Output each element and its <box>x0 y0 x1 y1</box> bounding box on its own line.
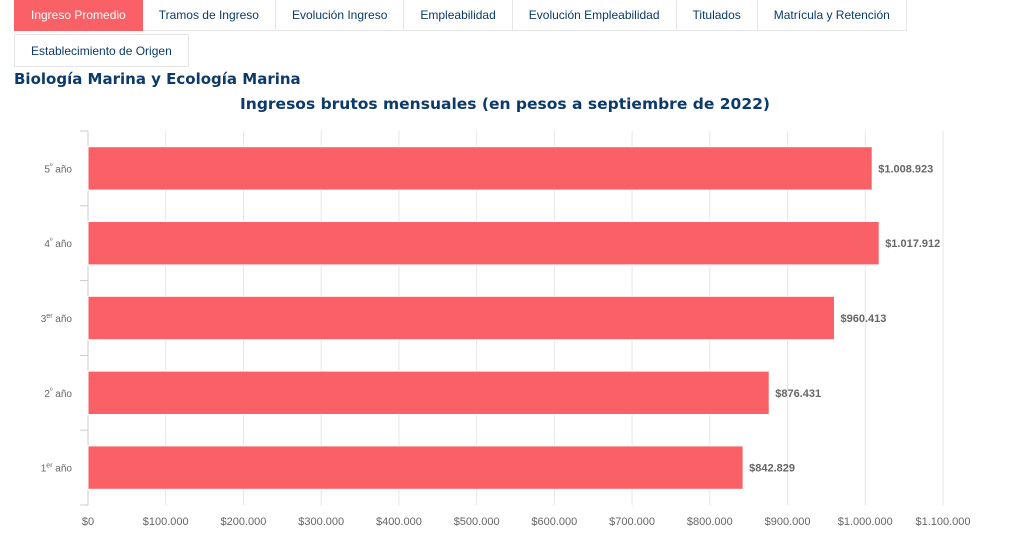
tab-ingreso-promedio[interactable]: Ingreso Promedio <box>14 0 143 31</box>
x-tick-label: $700.000 <box>609 516 655 528</box>
bar-value-label: $960.413 <box>841 313 887 325</box>
x-tick-label: $800.000 <box>687 516 733 528</box>
bar-value-label: $842.829 <box>749 463 795 475</box>
bar[interactable] <box>87 295 836 341</box>
chart-title: Ingresos brutos mensuales (en pesos a se… <box>240 95 770 113</box>
y-category-label: 1er año <box>41 463 73 475</box>
career-title: Biología Marina y Ecología Marina <box>14 70 301 88</box>
tab-evolucion-empleabilidad[interactable]: Evolución Empleabilidad <box>512 0 677 31</box>
tab-tramos-de-ingreso[interactable]: Tramos de Ingreso <box>142 0 276 31</box>
tab-establecimiento-de-origen[interactable]: Establecimiento de Origen <box>14 34 189 67</box>
bar[interactable] <box>87 221 880 266</box>
bar[interactable] <box>87 445 744 490</box>
x-tick-label: $0 <box>82 516 94 528</box>
x-tick-label: $600.000 <box>531 516 577 528</box>
bar[interactable] <box>87 370 770 415</box>
tab-evolucion-ingreso[interactable]: Evolución Ingreso <box>275 0 405 31</box>
bar-value-label: $1.008.923 <box>878 163 933 175</box>
tab-titulados[interactable]: Titulados <box>676 0 758 31</box>
x-tick-label: $400.000 <box>376 516 422 528</box>
x-tick-label: $1.000.000 <box>838 516 893 528</box>
y-category-label: 2º año <box>44 388 72 400</box>
tab-empleabilidad[interactable]: Empleabilidad <box>404 0 513 31</box>
x-tick-label: $1.100.000 <box>915 516 970 528</box>
x-tick-label: $500.000 <box>454 516 500 528</box>
x-tick-label: $100.000 <box>143 516 189 528</box>
x-tick-label: $200.000 <box>221 516 267 528</box>
x-tick-label: $300.000 <box>298 516 344 528</box>
bar[interactable] <box>87 146 873 191</box>
y-category-label: 3er año <box>41 313 73 325</box>
bar-value-label: $1.017.912 <box>885 238 940 250</box>
bar-value-label: $876.431 <box>775 388 821 400</box>
x-tick-label: $900.000 <box>765 516 811 528</box>
tab-bar: Ingreso Promedio Tramos de Ingreso Evoluci… <box>14 0 1014 67</box>
y-category-label: 4º año <box>44 238 72 250</box>
y-category-label: 5º año <box>44 163 72 175</box>
tab-matricula-y-retencion[interactable]: Matrícula y Retención <box>757 0 907 31</box>
